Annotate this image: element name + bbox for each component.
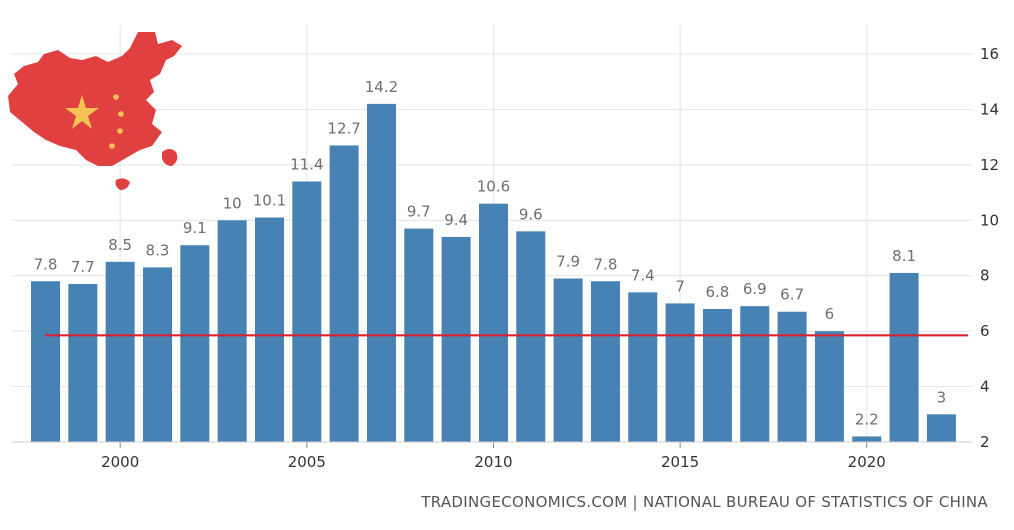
value-label-2003: 10 [223,194,242,212]
bar-2018 [777,311,807,442]
source-credit: TRADINGECONOMICS.COM | NATIONAL BUREAU O… [421,493,988,511]
bar-2010 [478,203,508,442]
bar-2003 [217,220,247,442]
value-label-2006: 12.7 [327,119,360,137]
y-tick-label: 10 [980,211,999,229]
value-label-2008: 9.7 [407,203,431,221]
bar-1998 [31,281,60,442]
y-tick-label: 14 [980,100,999,118]
bar-1999 [68,284,98,442]
x-tick-label: 2010 [474,453,512,471]
value-label-2009: 9.4 [444,211,468,229]
bar-2020 [852,436,882,442]
bar-2009 [441,236,471,442]
bar-2007 [366,103,396,442]
y-tick-label: 6 [980,322,990,340]
value-label-2016: 6.8 [706,283,730,301]
bars [31,103,956,442]
bar-2006 [329,145,359,442]
value-label-2021: 8.1 [892,247,916,265]
value-label-2012: 7.9 [556,252,580,270]
bar-2013 [590,281,620,442]
value-label-2007: 14.2 [365,78,398,96]
value-label-2011: 9.6 [519,205,543,223]
value-label-2018: 6.7 [780,286,804,304]
x-tick-label: 2020 [848,453,886,471]
value-label-1998: 7.8 [34,255,58,273]
bar-2012 [553,278,583,442]
y-tick-label: 2 [980,433,990,451]
value-label-2019: 6 [825,305,835,323]
y-axis: 2 4 6 8 10 12 14 16 [980,45,999,451]
bar-2011 [516,231,546,442]
y-tick-label: 8 [980,267,990,285]
value-label-2015: 7 [675,277,685,295]
bar-2017 [740,306,770,442]
china-map-flag-icon [8,32,182,190]
bar-2015 [665,303,695,442]
bar-2001 [142,267,172,442]
bar-2002 [180,245,210,442]
bar-2000 [105,261,135,442]
value-label-2010: 10.6 [477,178,510,196]
bar-2021 [889,272,919,442]
value-label-2000: 8.5 [108,236,132,254]
value-label-2017: 6.9 [743,280,767,298]
x-tick-label: 2015 [661,453,699,471]
value-label-2005: 11.4 [290,155,323,173]
value-label-2002: 9.1 [183,219,207,237]
x-tick-label: 2005 [288,453,326,471]
x-tick-label: 2000 [101,453,139,471]
value-label-2014: 7.4 [631,266,655,284]
x-axis: 2000 2005 2010 2015 2020 [12,441,972,471]
bar-2014 [628,292,658,442]
value-label-2020: 2.2 [855,410,879,428]
bar-2019 [814,331,844,442]
y-tick-label: 16 [980,45,999,63]
y-tick-label: 4 [980,378,990,396]
bar-2005 [292,181,322,442]
value-label-2004: 10.1 [253,192,286,210]
y-tick-label: 12 [980,156,999,174]
value-labels: 7.8 7.7 8.5 8.3 9.1 10 10.1 11.412.7 14.2 9.7 9.4 1… [34,78,947,429]
bar-2004 [254,217,284,442]
value-label-1999: 7.7 [71,258,95,276]
bar-2016 [702,308,732,442]
value-label-2013: 7.8 [594,255,618,273]
value-label-2022: 3 [937,388,947,406]
value-label-2001: 8.3 [146,241,170,259]
bar-2022 [926,414,956,442]
